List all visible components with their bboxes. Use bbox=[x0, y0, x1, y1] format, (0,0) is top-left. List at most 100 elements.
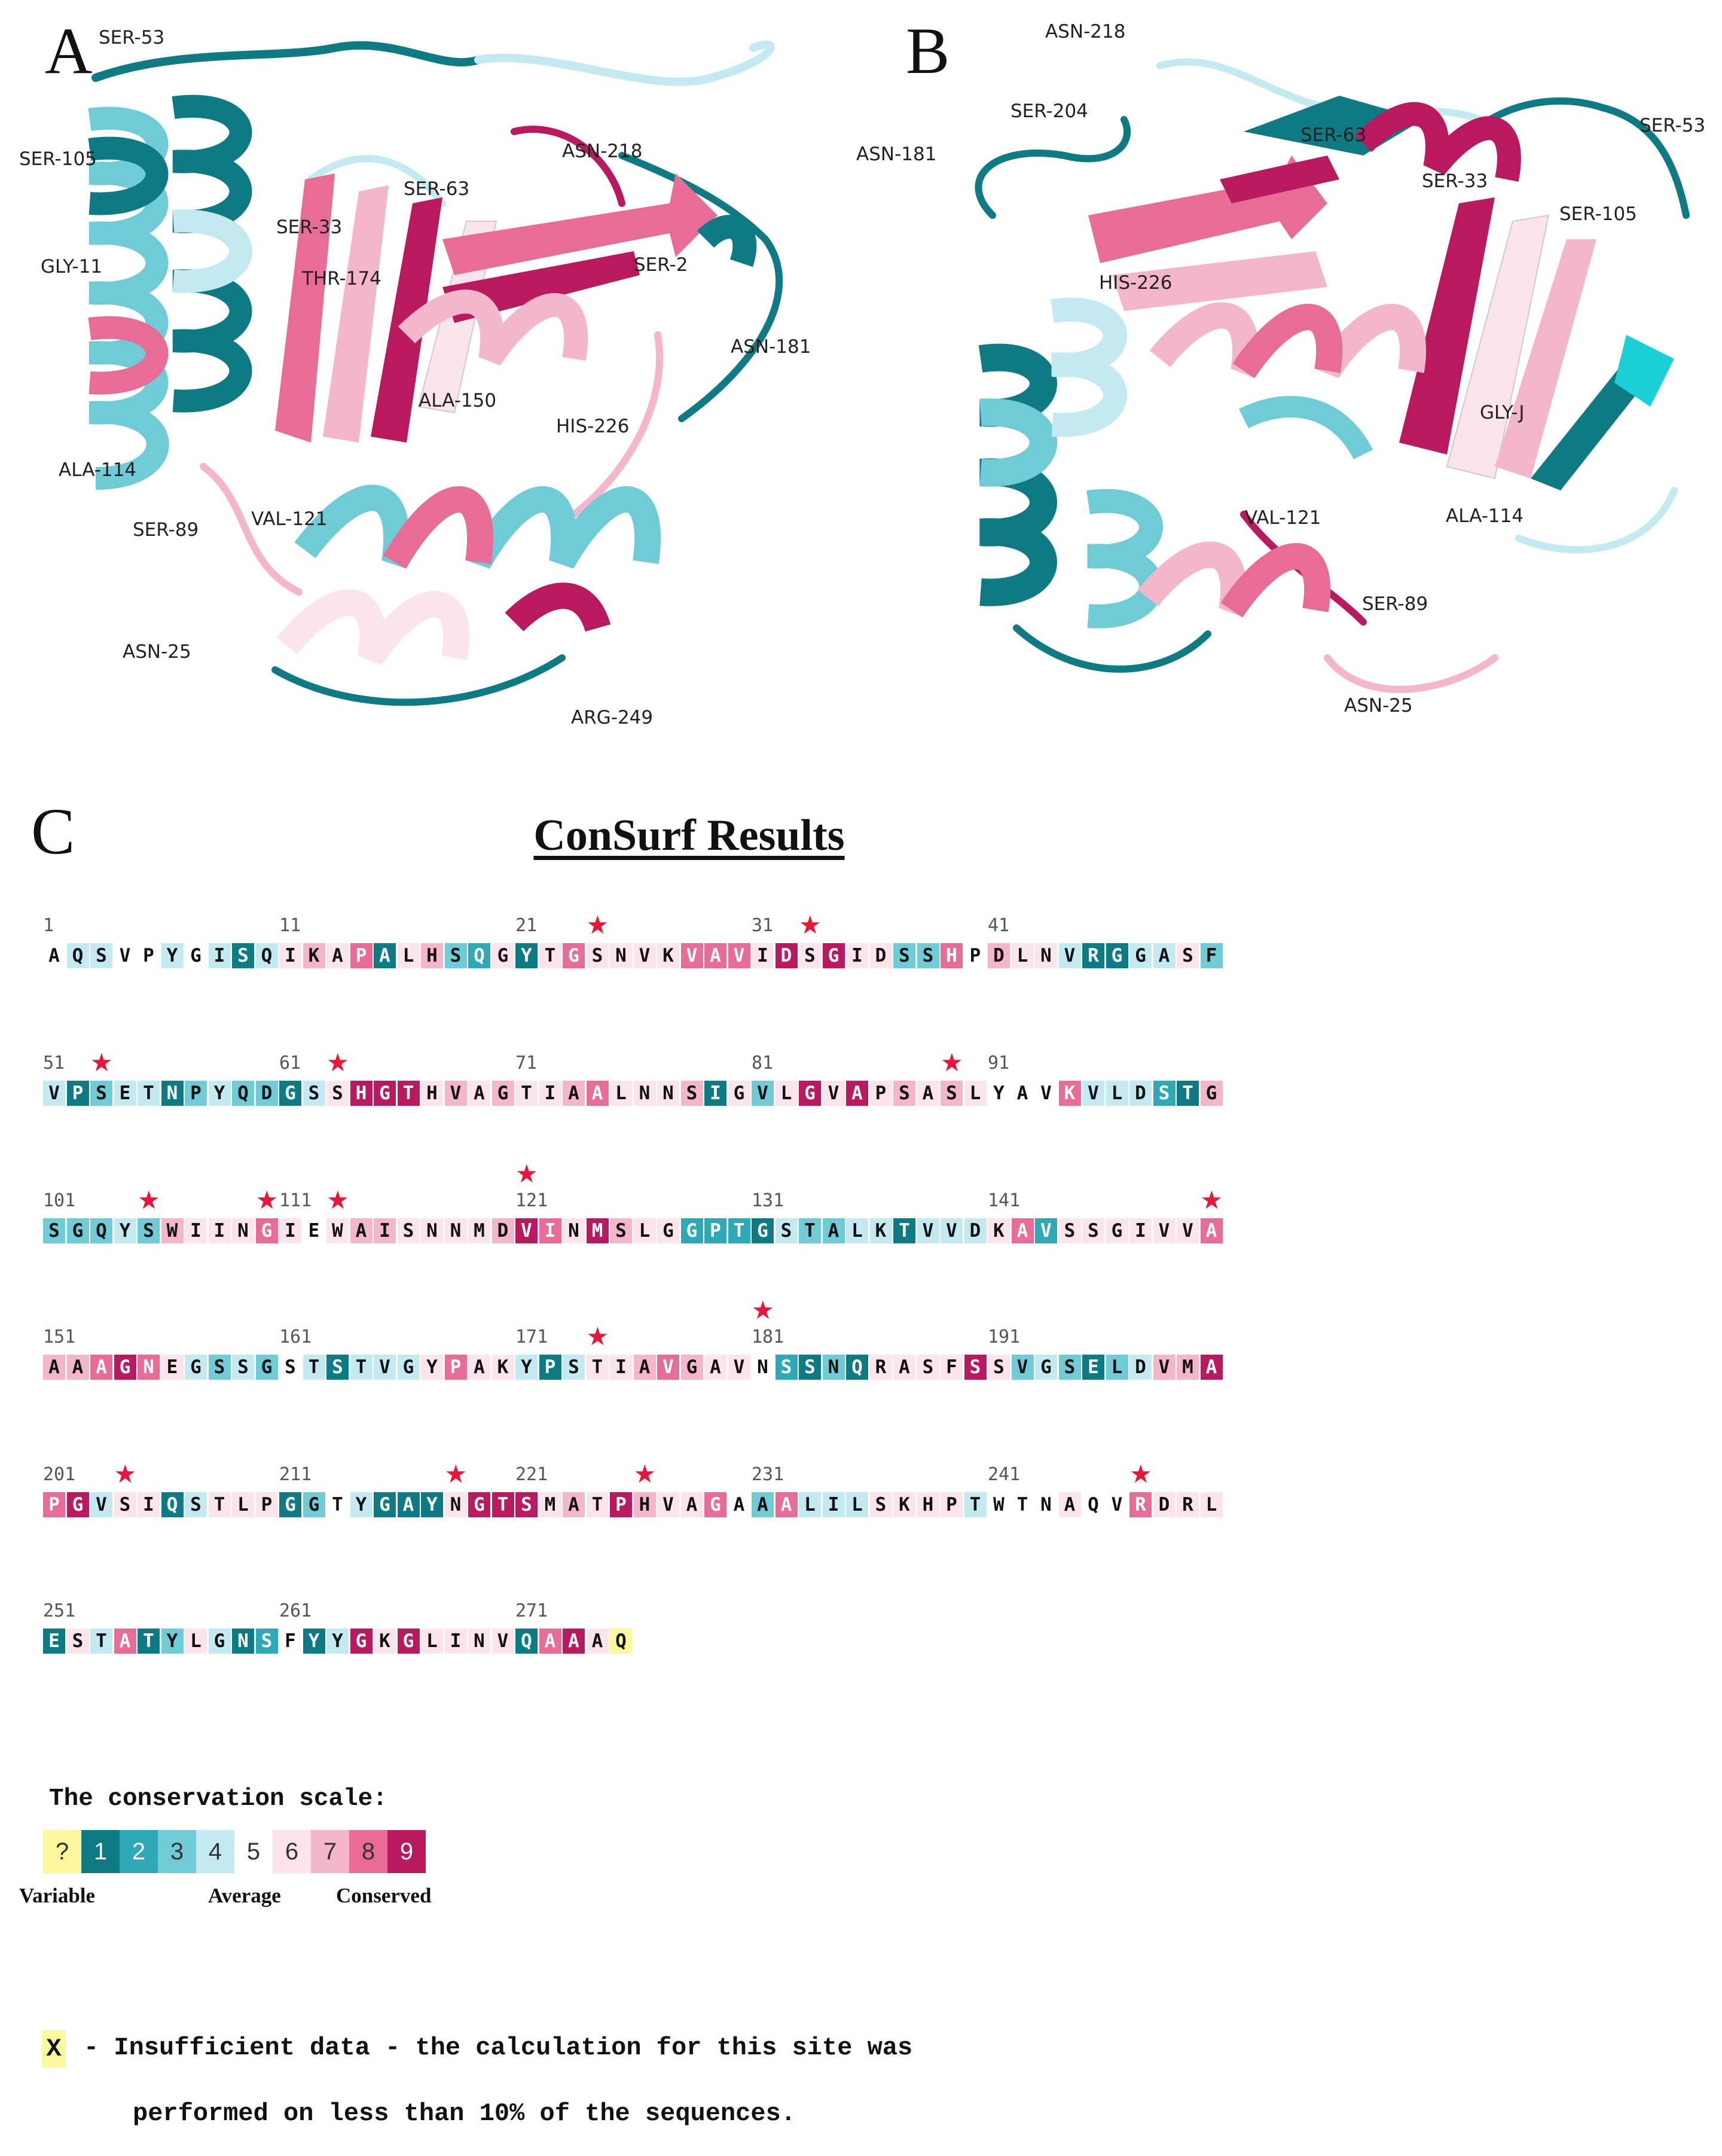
block-start-number: 1 bbox=[43, 915, 54, 936]
residue-cell: D bbox=[988, 943, 1010, 968]
residue-cell: E bbox=[114, 1081, 136, 1106]
residue-cell: A bbox=[397, 1492, 420, 1517]
residue-cell: A bbox=[1200, 1355, 1223, 1380]
residue-cell: S bbox=[1177, 943, 1199, 968]
residue-cell: D bbox=[255, 1081, 278, 1106]
residue-cell: D bbox=[1129, 1355, 1152, 1380]
residue-cell: L bbox=[1200, 1492, 1223, 1517]
residue-cell: K bbox=[374, 1629, 396, 1654]
residue-cell: E bbox=[1082, 1355, 1104, 1380]
residue-cell: S bbox=[114, 1492, 136, 1517]
residue-cell: D bbox=[869, 943, 892, 968]
residue-cell: W bbox=[326, 1218, 349, 1243]
panel-a-label: THR-174 bbox=[302, 268, 381, 289]
residue-cell: A bbox=[563, 1081, 585, 1106]
panel-b-label: SER-204 bbox=[1010, 100, 1088, 122]
residue-cell: L bbox=[1106, 1355, 1128, 1380]
scale-cell: ? bbox=[43, 1830, 81, 1873]
block-start-number: 121 bbox=[515, 1190, 548, 1211]
residue-cell: N bbox=[657, 1081, 679, 1106]
consurf-title: ConSurf Results bbox=[533, 811, 845, 860]
panel-b-label: SER-53 bbox=[1639, 115, 1706, 136]
residue-cell: V bbox=[822, 1081, 845, 1106]
residue-cell: A bbox=[1011, 1218, 1034, 1243]
residue-cell: T bbox=[326, 1492, 349, 1517]
residue-cell: G bbox=[374, 1081, 396, 1106]
panel-b-label: GLY-J bbox=[1480, 402, 1525, 423]
residue-cell: A bbox=[728, 1492, 750, 1517]
residue-cell: Y bbox=[421, 1355, 443, 1380]
scale-cell: 5 bbox=[234, 1830, 273, 1873]
residue-cell: A bbox=[66, 1355, 89, 1380]
residue-cell: L bbox=[846, 1492, 868, 1517]
residue-cell: I bbox=[846, 943, 868, 968]
residue-cell: V bbox=[680, 943, 703, 968]
residue-cell: G bbox=[255, 1355, 278, 1380]
residue-cell: G bbox=[822, 943, 845, 968]
residue-cell: S bbox=[893, 943, 915, 968]
insufficient-data-note-line2: performed on less than 10% of the sequen… bbox=[133, 2099, 796, 2128]
residue-cell: G bbox=[279, 1492, 301, 1517]
block-start-number: 101 bbox=[43, 1190, 76, 1211]
residue-cell: I bbox=[539, 1218, 561, 1243]
star-icon: ★ bbox=[1200, 1185, 1223, 1215]
block-start-number: 251 bbox=[43, 1600, 76, 1621]
residue-cell: E bbox=[161, 1355, 184, 1380]
residue-cell: Q bbox=[846, 1355, 868, 1380]
block-start-number: 151 bbox=[43, 1326, 76, 1347]
residue-cell: T bbox=[303, 1355, 325, 1380]
residue-cell: F bbox=[1200, 943, 1223, 968]
residue-cell: A bbox=[43, 943, 65, 968]
star-icon: ★ bbox=[255, 1185, 279, 1215]
scale-label-variable: Variable bbox=[19, 1884, 96, 1907]
residue-cell: A bbox=[1200, 1218, 1223, 1243]
residue-cell: I bbox=[185, 1218, 207, 1243]
residue-cell: P bbox=[185, 1081, 207, 1106]
panel-a-letter: A bbox=[45, 14, 93, 87]
panel-a-label: SER-53 bbox=[99, 27, 165, 48]
residue-cell: A bbox=[822, 1218, 845, 1243]
residue-cell: H bbox=[941, 943, 963, 968]
star-icon: ★ bbox=[326, 1185, 349, 1215]
residue-cell: Y bbox=[208, 1081, 231, 1106]
residue-cell: A bbox=[326, 943, 349, 968]
residue-cell: L bbox=[232, 1492, 254, 1517]
residue-cell: L bbox=[964, 1081, 987, 1106]
residue-cell: Q bbox=[515, 1629, 538, 1654]
residue-cell: T bbox=[397, 1081, 420, 1106]
residue-cell: K bbox=[893, 1492, 915, 1517]
residue-cell: L bbox=[846, 1218, 868, 1243]
residue-cell: V bbox=[1035, 1218, 1057, 1243]
residue-cell: Y bbox=[114, 1218, 136, 1243]
residue-cell: T bbox=[893, 1218, 915, 1243]
residue-cell: G bbox=[1106, 1218, 1128, 1243]
residue-cell: G bbox=[680, 1218, 703, 1243]
residue-cell: P bbox=[869, 1081, 892, 1106]
residue-cell: H bbox=[917, 1492, 939, 1517]
residue-cell: S bbox=[232, 943, 254, 968]
residue-cell: Q bbox=[610, 1629, 632, 1654]
residue-cell: Y bbox=[988, 1081, 1010, 1106]
residue-cell: G bbox=[657, 1218, 679, 1243]
residue-cell: G bbox=[752, 1218, 774, 1243]
residue-cell: A bbox=[704, 943, 726, 968]
panel-a-label: SER-2 bbox=[634, 254, 688, 276]
panel-c-letter: C bbox=[31, 795, 75, 868]
residue-cell: S bbox=[1153, 1081, 1176, 1106]
residue-cell: Y bbox=[350, 1492, 373, 1517]
residue-cell: K bbox=[491, 1355, 514, 1380]
residue-cell: N bbox=[138, 1355, 160, 1380]
residue-cell: A bbox=[374, 943, 396, 968]
star-icon: ★ bbox=[114, 1459, 137, 1489]
residue-cell: S bbox=[917, 943, 939, 968]
residue-cell: T bbox=[491, 1492, 514, 1517]
residue-cell: V bbox=[752, 1081, 774, 1106]
residue-cell: A bbox=[586, 1629, 609, 1654]
residue-cell: L bbox=[1011, 943, 1034, 968]
block-start-number: 241 bbox=[988, 1464, 1021, 1485]
residue-cell: T bbox=[964, 1492, 987, 1517]
block-start-number: 51 bbox=[43, 1053, 65, 1074]
residue-cell: G bbox=[255, 1218, 278, 1243]
residue-cell: G bbox=[303, 1492, 325, 1517]
residue-cell: G bbox=[374, 1492, 396, 1517]
